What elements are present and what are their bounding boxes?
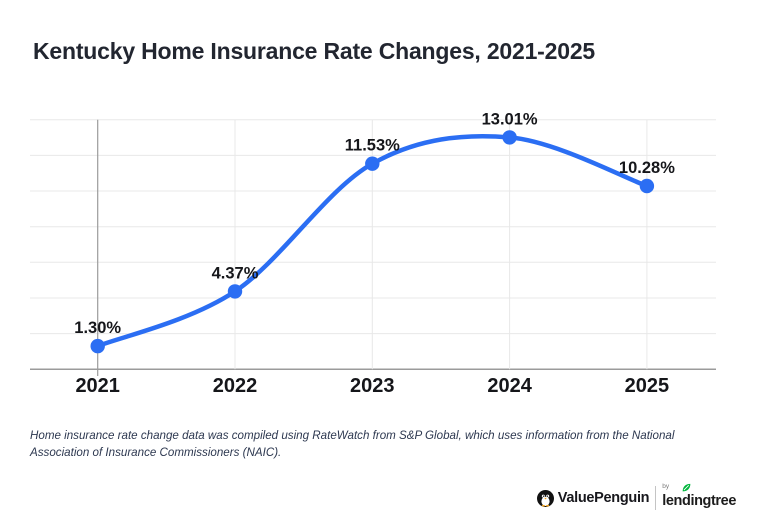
page-title: Kentucky Home Insurance Rate Changes, 20…	[33, 38, 596, 64]
data-point-label: 1.30%	[74, 319, 121, 337]
by-label: by	[662, 483, 670, 490]
x-axis-label: 2022	[213, 375, 258, 397]
data-point	[227, 284, 243, 299]
valuepenguin-wordmark: ValuePenguin	[557, 490, 650, 506]
source-footnote: Home insurance rate change data was comp…	[30, 429, 675, 460]
x-axis-label: 2023	[350, 375, 395, 397]
valuepenguin-logo: ValuePenguin	[536, 489, 650, 507]
data-point	[365, 156, 380, 171]
data-point-label: 11.53%	[345, 137, 400, 155]
x-axis-label: 2025	[625, 375, 670, 397]
brand-footer: ValuePenguin by lendingtree	[536, 483, 736, 512]
penguin-icon	[536, 489, 554, 507]
data-point-label: 10.28%	[619, 159, 675, 177]
x-axis-label: 2024	[487, 375, 532, 397]
leaf-icon	[682, 483, 691, 492]
data-point	[90, 338, 105, 354]
data-point-label: 13.01%	[482, 110, 538, 128]
data-point	[639, 178, 655, 194]
lendingtree-logo: by lendingtree	[662, 483, 736, 510]
brand-divider	[655, 486, 657, 510]
data-point-label: 4.37%	[212, 264, 259, 282]
x-axis-label: 2021	[75, 375, 120, 397]
lendingtree-wordmark: lendingtree	[662, 493, 736, 509]
data-point	[502, 130, 517, 145]
